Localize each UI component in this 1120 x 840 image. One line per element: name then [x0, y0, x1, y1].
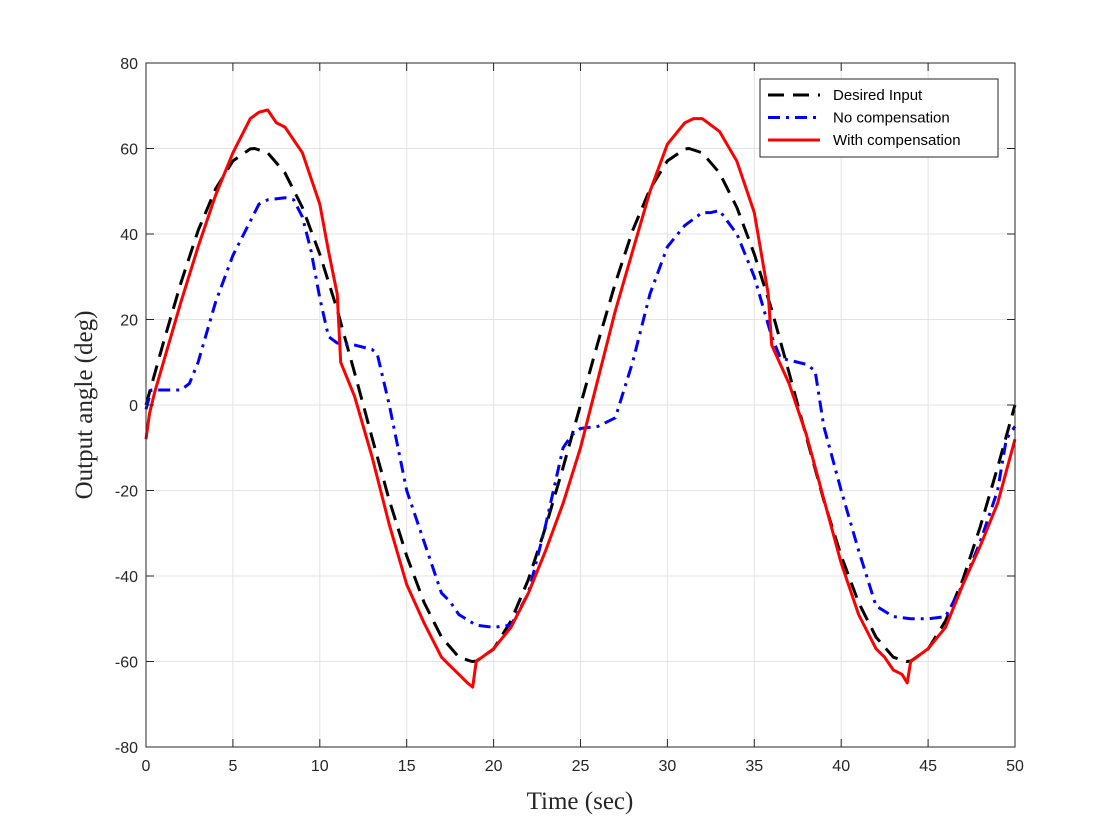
legend-label-3: With compensation — [833, 132, 961, 149]
x-tick-label: 45 — [919, 758, 937, 775]
series-line-1 — [144, 147, 1017, 663]
series-line-3 — [144, 108, 1017, 689]
x-tick-label: 30 — [659, 758, 677, 775]
y-tick-label: -20 — [115, 484, 138, 501]
x-tick-label: 10 — [311, 758, 329, 775]
x-tick-label: 50 — [1006, 758, 1024, 775]
x-tick-label: 40 — [832, 758, 850, 775]
legend-label-1: Desired Input — [833, 87, 923, 104]
legend-label-2: No compensation — [833, 110, 950, 127]
x-tick-label: 5 — [228, 758, 237, 775]
x-tick-label: 15 — [398, 758, 416, 775]
y-tick-label: 20 — [120, 313, 138, 330]
y-axis-label: Output angle (deg) — [71, 311, 98, 500]
y-tick-label: -80 — [115, 740, 138, 757]
series-line-2 — [144, 196, 1017, 629]
y-tick-label: 40 — [120, 227, 138, 244]
x-tick-label: 25 — [572, 758, 590, 775]
legend: Desired Input No compensation With compens… — [759, 78, 999, 158]
x-tick-label: 20 — [485, 758, 503, 775]
tick-group: 0 5 10 15 20 25 30 35 40 45 50 -80 -60 -40 -20 0 20 40 60 8… — [115, 56, 1024, 775]
series-group — [144, 108, 1017, 689]
x-axis-label: Time (sec) — [527, 788, 634, 815]
y-tick-label: -40 — [115, 569, 138, 586]
y-tick-label: 80 — [120, 56, 138, 73]
x-tick-label: 0 — [142, 758, 151, 775]
y-tick-label: 0 — [129, 398, 138, 415]
y-tick-label: -60 — [115, 655, 138, 672]
y-tick-label: 60 — [120, 142, 138, 159]
x-tick-label: 35 — [745, 758, 763, 775]
